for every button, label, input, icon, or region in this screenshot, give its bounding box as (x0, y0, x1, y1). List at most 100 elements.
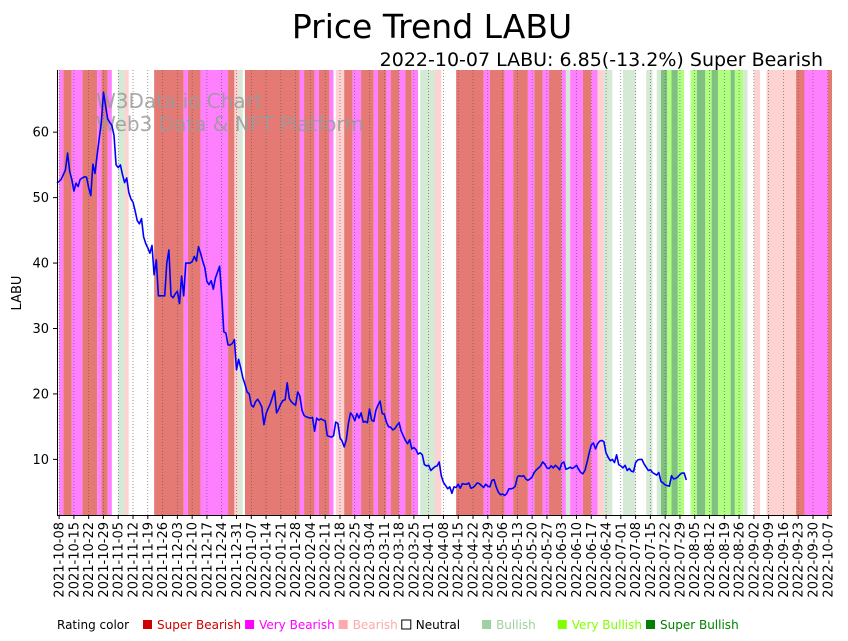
x-tick-label-37: 2022-06-24 (600, 522, 615, 598)
x-gridlines (58, 70, 829, 515)
x-tick-label-21: 2022-03-04 (363, 522, 378, 598)
rating-band-45 (513, 70, 528, 515)
rating-band-80 (796, 70, 805, 515)
rating-band-30 (373, 70, 378, 515)
rating-band-33 (390, 70, 400, 515)
legend-marker-4 (482, 620, 492, 629)
rating-band-24 (329, 70, 334, 515)
rating-band-12 (183, 70, 188, 515)
legend-marker-5 (557, 620, 567, 629)
price-line (56, 91, 688, 497)
y-tick-label-0: 10 (32, 453, 49, 468)
rating-band-57 (612, 70, 623, 515)
y-tick-label-2: 30 (32, 322, 49, 337)
rating-band-81 (804, 70, 828, 515)
x-tick-label-6: 2021-11-19 (141, 522, 156, 598)
watermark-line-2: Web3 Data & NFT Platform (96, 112, 364, 136)
x-tick-label-39: 2022-07-08 (629, 522, 644, 598)
rating-band-25 (333, 70, 336, 515)
rating-band-0 (59, 70, 64, 515)
rating-band-6 (107, 70, 112, 515)
rating-band-8 (118, 70, 125, 515)
rating-band-32 (386, 70, 391, 515)
y-tick-label-5: 60 (32, 126, 49, 141)
rating-band-18 (242, 70, 245, 515)
rating-band-54 (591, 70, 598, 515)
legend-title: Rating color (57, 618, 129, 632)
y-ticks: 10 20 30 40 50 60 (32, 126, 57, 468)
x-tick-label-43: 2022-08-05 (688, 522, 703, 598)
legend-marker-6 (646, 620, 655, 629)
rating-band-71 (711, 70, 718, 515)
x-tick-label-28: 2022-04-22 (467, 522, 482, 598)
x-tick-label-22: 2022-03-11 (378, 522, 393, 598)
x-tick-label-16: 2022-01-28 (289, 522, 304, 598)
y-tick-label-3: 40 (32, 257, 49, 272)
rating-band-5 (101, 70, 108, 515)
rating-band-75 (743, 70, 748, 515)
x-tick-label-12: 2021-12-31 (230, 522, 245, 598)
x-tick-label-40: 2022-07-15 (644, 522, 659, 598)
x-tick-label-49: 2022-09-16 (777, 522, 792, 598)
x-tick-label-11: 2021-12-24 (215, 522, 230, 598)
rating-band-4 (97, 70, 102, 515)
x-tick-label-32: 2022-05-20 (526, 522, 541, 598)
rating-band-23 (318, 70, 330, 515)
rating-band-58 (622, 70, 636, 515)
x-tick-label-41: 2022-07-22 (659, 522, 674, 598)
x-tick-label-5: 2021-11-12 (127, 522, 142, 598)
chart-title: Price Trend LABU (292, 7, 572, 46)
legend-label-1: Very Bearish (259, 618, 335, 632)
x-tick-label-47: 2022-09-02 (747, 522, 762, 598)
rating-band-55 (597, 70, 604, 515)
rating-band-59 (635, 70, 647, 515)
rating-band-68 (690, 70, 697, 515)
rating-band-37 (418, 70, 421, 515)
rating-band-3 (82, 70, 98, 515)
x-tick-label-48: 2022-09-09 (762, 522, 777, 598)
x-tick-label-38: 2022-07-01 (614, 522, 629, 598)
rating-band-27 (344, 70, 353, 515)
watermark: W3Data.io Chart Web3 Data & NFT Platform (96, 89, 364, 136)
x-tick-label-23: 2022-03-18 (393, 522, 408, 598)
rating-band-82 (827, 70, 832, 515)
legend-label-4: Bullish (496, 618, 536, 632)
rating-band-42 (483, 70, 490, 515)
rating-band-77 (753, 70, 761, 515)
x-tick-label-8: 2021-12-03 (171, 522, 186, 598)
rating-band-67 (684, 70, 691, 515)
y-tick-label-1: 20 (32, 387, 49, 402)
rating-band-47 (534, 70, 543, 515)
x-tick-label-0: 2021-10-08 (53, 522, 68, 598)
rating-band-15 (228, 70, 235, 515)
rating-band-28 (352, 70, 362, 515)
rating-band-49 (549, 70, 562, 515)
rating-band-34 (399, 70, 406, 515)
x-tick-label-34: 2022-06-03 (555, 522, 570, 598)
rating-band-41 (456, 70, 484, 515)
axes (57, 70, 832, 516)
rating-band-44 (504, 70, 514, 515)
rating-band-60 (646, 70, 653, 515)
rating-band-19 (244, 70, 300, 515)
x-tick-label-50: 2022-09-23 (792, 522, 807, 598)
x-tick-label-42: 2022-07-29 (673, 522, 688, 598)
rating-band-62 (656, 70, 661, 515)
x-tick-label-45: 2022-08-19 (718, 522, 733, 598)
legend-label-6: Super Bullish (660, 618, 739, 632)
rating-band-1 (63, 70, 72, 515)
y-axis-label: LABU (10, 276, 25, 311)
rating-band-65 (671, 70, 678, 515)
rating-band-11 (154, 70, 184, 515)
legend-label-0: Super Bearish (157, 618, 241, 632)
rating-band-79 (766, 70, 797, 515)
legend-marker-3 (401, 619, 412, 630)
rating-band-29 (361, 70, 374, 515)
x-tick-label-18: 2022-02-11 (319, 522, 334, 598)
rating-band-39 (434, 70, 442, 515)
rating-band-73 (730, 70, 735, 515)
rating-band-22 (314, 70, 319, 515)
rating-band-2 (71, 70, 83, 515)
watermark-line-1: W3Data.io Chart (96, 89, 262, 113)
